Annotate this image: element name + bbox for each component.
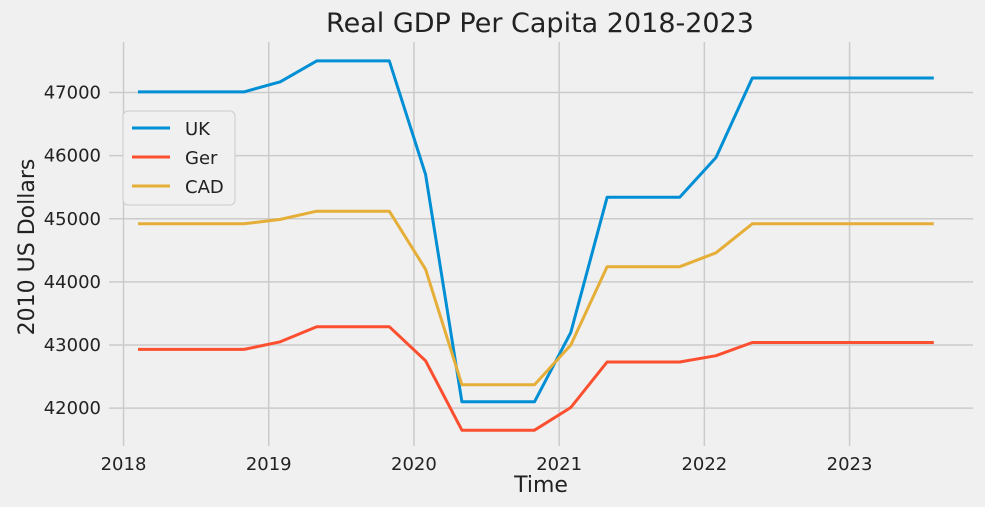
y-axis-label: 2010 US Dollars <box>15 159 40 336</box>
grid <box>109 42 973 446</box>
x-tick-label: 2019 <box>246 454 292 475</box>
y-tick-label: 43000 <box>44 335 101 356</box>
y-tick-label: 45000 <box>44 209 101 230</box>
y-tick-label: 42000 <box>44 398 101 419</box>
x-tick-label: 2022 <box>681 454 727 475</box>
legend-label: CAD <box>185 177 224 198</box>
y-tick-label: 44000 <box>44 272 101 293</box>
x-tick-label: 2020 <box>391 454 437 475</box>
x-tick-label: 2023 <box>827 454 873 475</box>
y-tick-label: 46000 <box>44 146 101 167</box>
y-tick-label: 47000 <box>44 83 101 104</box>
series-line-uk <box>138 59 934 404</box>
legend: UK Ger CAD <box>122 110 236 206</box>
series-line-cad <box>138 209 934 387</box>
legend-label: UK <box>185 119 211 140</box>
x-axis-label: Time <box>513 473 568 498</box>
x-tick-label: 2018 <box>101 454 147 475</box>
series-lines <box>138 59 934 432</box>
x-tick-label: 2021 <box>536 454 582 475</box>
series-line-ger <box>138 325 934 432</box>
legend-label: Ger <box>185 148 218 169</box>
chart-title: Real GDP Per Capita 2018-2023 <box>326 8 754 39</box>
legend-box <box>122 110 236 206</box>
tick-labels: 2018 2019 2020 2021 2022 2023 42000 43000 44000 4… <box>44 83 873 476</box>
